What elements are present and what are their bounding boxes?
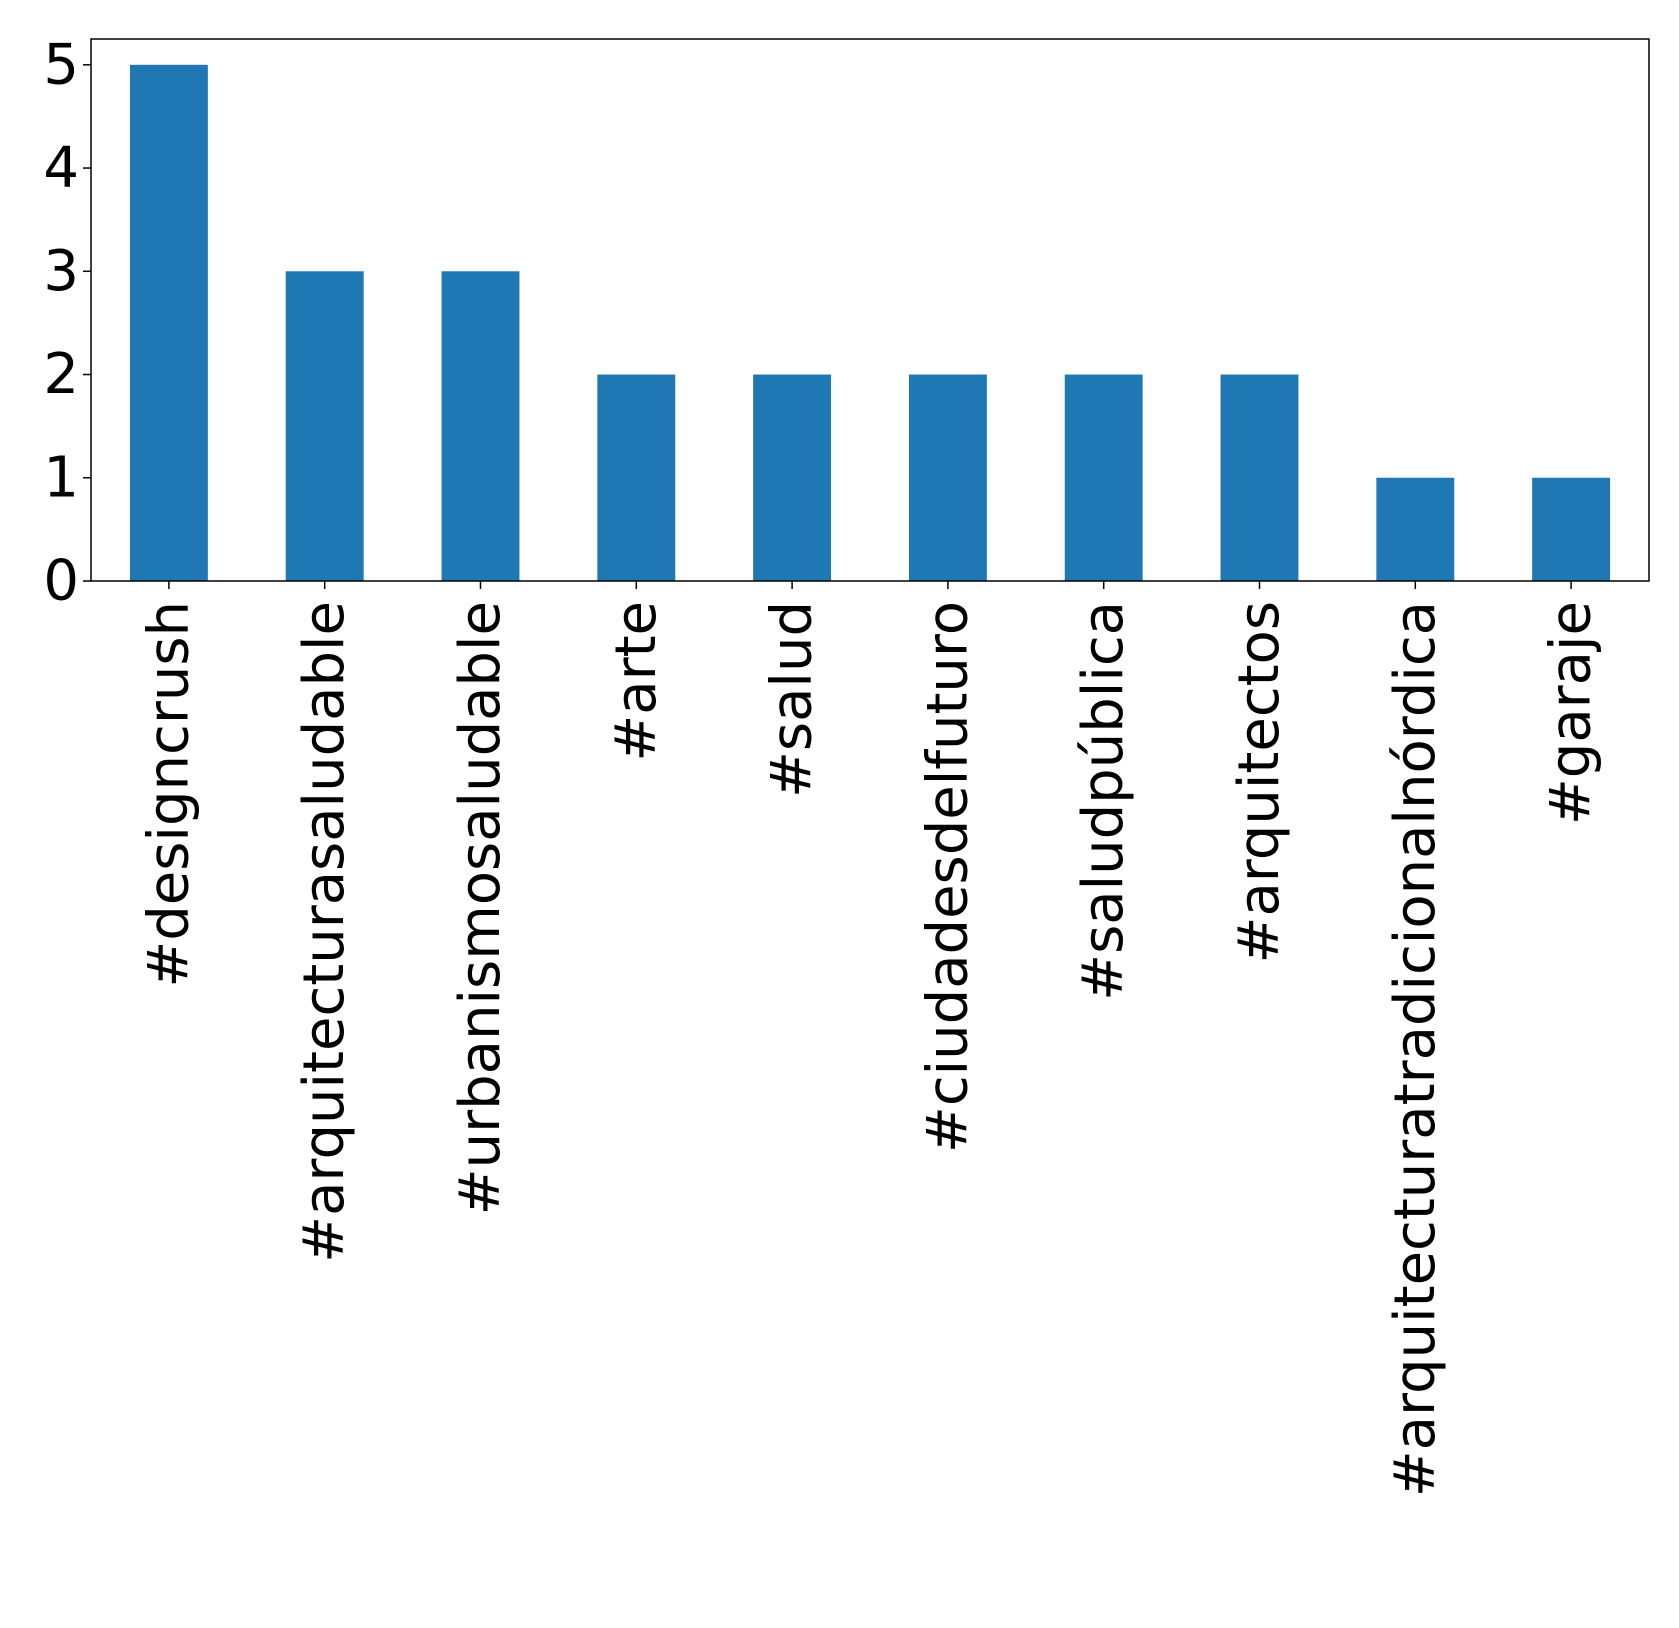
bar-urbanismosaludable [441,271,520,581]
bar-salud [753,374,832,581]
y-axis: 0 1 2 3 4 5 [43,32,91,614]
bars-group [129,64,1611,582]
bar-designcrush [129,64,208,582]
x-tick-label: #salud [760,601,825,798]
y-tick-label: 4 [43,136,79,201]
x-tick-label: #arquitecturatradicionalnórdica [1383,601,1448,1497]
y-tick-label: 0 [43,549,79,614]
bar-arte [597,374,676,581]
bar-arquitecturatradicionalnórdica [1376,477,1455,581]
y-tick-label: 3 [43,239,79,304]
y-tick-label: 1 [43,445,79,510]
bar-arquitecturasaludable [285,271,364,581]
y-tick-label: 2 [43,342,79,407]
x-tick-label: #arte [604,601,669,762]
x-tick-label: #garaje [1539,601,1604,825]
x-tick-label: #ciudadesdelfuturo [915,601,980,1153]
x-tick-label: #urbanismosaludable [448,601,513,1215]
x-axis: #designcrush #arquitecturasaludable #urban… [136,581,1604,1497]
x-tick-label: #arquitecturasaludable [292,601,357,1263]
bar-ciudadesdelfuturo [908,374,987,581]
bar-arquitectos [1220,374,1299,581]
plot-frame [90,38,1650,582]
y-tick-label: 5 [43,32,79,97]
x-tick-label: #saludpública [1071,601,1136,1001]
bar-garaje [1532,477,1611,581]
bar-saludpública [1064,374,1143,581]
x-tick-label: #arquitectos [1227,601,1292,963]
x-tick-label: #designcrush [136,601,201,988]
